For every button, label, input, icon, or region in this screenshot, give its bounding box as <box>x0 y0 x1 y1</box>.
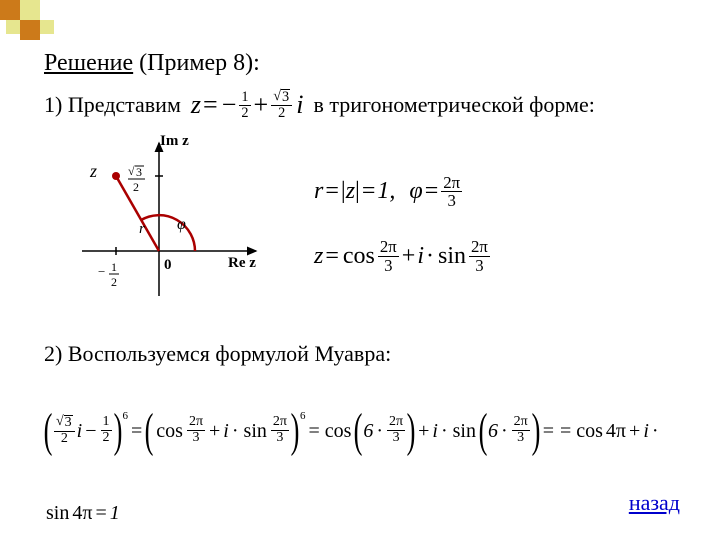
modulus-formula: r = |z| = 1, φ = 2π3 <box>314 174 491 210</box>
step1-label: 1) Представим <box>44 92 181 118</box>
moivre-formula: ( 3 2 i − 12 )6 = ( cos 2π3 + i· sin 2π3… <box>44 373 676 537</box>
back-link[interactable]: назад <box>629 490 680 516</box>
page-title: Решение (Пример 8): <box>44 50 676 77</box>
svg-text:2: 2 <box>133 180 139 194</box>
svg-text:z: z <box>89 161 97 181</box>
svg-text:0: 0 <box>164 257 172 273</box>
corner-decoration <box>0 0 100 40</box>
complex-plane-diagram: Im z Re z z φ r 0 √ 3 2 − 1 <box>44 131 274 317</box>
svg-text:Re z: Re z <box>228 255 256 271</box>
svg-text:φ: φ <box>177 216 186 233</box>
svg-text:2: 2 <box>111 275 117 289</box>
z-formula: z = − 12 + 3 2 i <box>191 89 304 121</box>
title-rest: (Пример 8): <box>133 50 260 76</box>
svg-text:Im z: Im z <box>160 133 189 149</box>
svg-text:1: 1 <box>111 260 117 274</box>
title-underlined: Решение <box>44 50 133 76</box>
svg-text:√: √ <box>128 164 135 178</box>
trig-form-formula: z = cos 2π3 + i· sin 2π3 <box>314 238 491 274</box>
step2-label: 2) Воспользуемся формулой Муавра: <box>44 341 676 367</box>
svg-text:r: r <box>139 221 145 237</box>
svg-text:−: − <box>98 264 105 279</box>
step1-trailing: в тригонометрической форме: <box>313 92 594 118</box>
svg-text:3: 3 <box>136 165 142 179</box>
